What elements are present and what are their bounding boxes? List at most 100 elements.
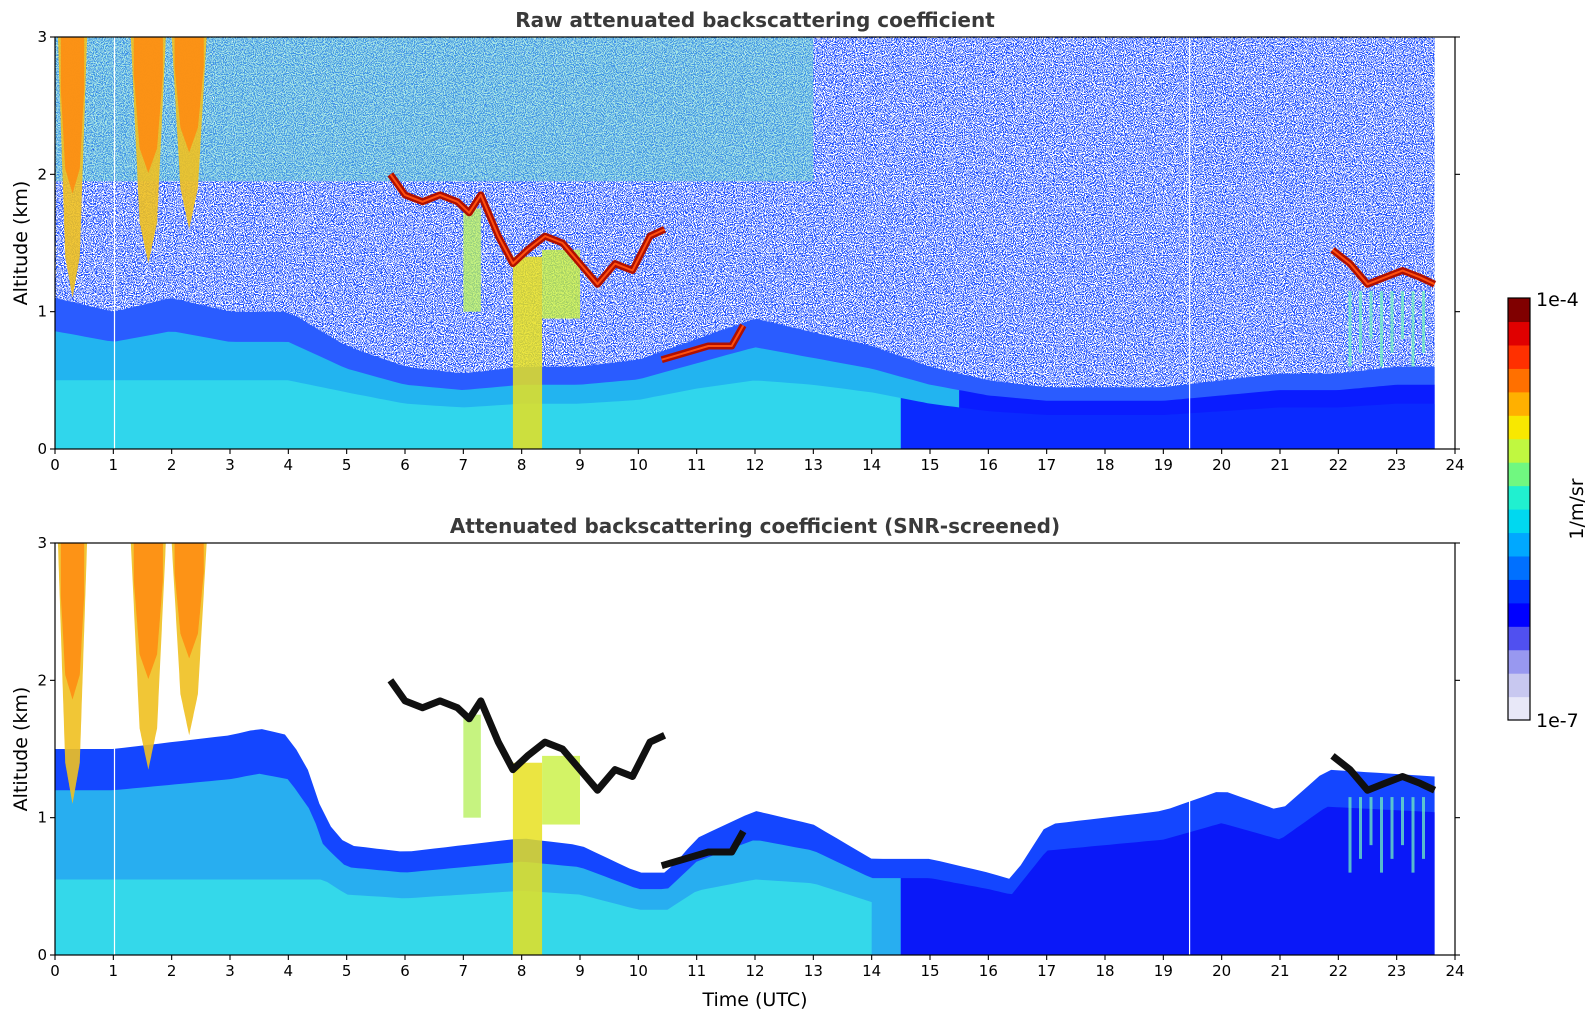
cloud-base-line [387, 678, 667, 794]
panel-screened: Attenuated backscattering coefficient (S… [10, 514, 1465, 1011]
x-tick-label: 23 [1387, 456, 1406, 474]
plot-area-raw [55, 37, 1437, 449]
y-tick-label: 3 [37, 28, 47, 46]
x-tick-label: 1 [109, 962, 119, 980]
colorbar-gradient [1508, 298, 1530, 721]
colorbar-step [1508, 579, 1530, 604]
x-tick-label: 12 [745, 962, 764, 980]
x-tick-label: 13 [804, 962, 823, 980]
cloud-base-edge [661, 324, 745, 361]
x-tick-label: 10 [629, 456, 648, 474]
noise-speckle-upper [55, 37, 814, 182]
aerosol-low-late [900, 398, 1435, 449]
plume-core [60, 543, 85, 700]
x-tick-label: 22 [1329, 962, 1348, 980]
x-tick-label: 24 [1445, 962, 1464, 980]
x-tick-label: 10 [629, 962, 648, 980]
panel-screened-title: Attenuated backscattering coefficient (S… [450, 514, 1060, 538]
colorbar-max-label: 1e-4 [1536, 289, 1579, 311]
x-tick-label: 21 [1270, 456, 1289, 474]
convective-column [512, 762, 543, 955]
x-tick-label: 4 [284, 962, 294, 980]
x-tick-label: 17 [1037, 456, 1056, 474]
colorbar: 1e-4 1e-7 1/m/sr [1507, 289, 1588, 732]
x-tick-label: 5 [342, 962, 352, 980]
x-tick-label: 9 [575, 962, 585, 980]
y-tick-label: 0 [37, 440, 47, 458]
x-tick-label: 12 [745, 456, 764, 474]
aerosol-low [55, 380, 901, 449]
x-axis-label-screened: Time (UTC) [701, 989, 807, 1011]
x-tick-label: 19 [1154, 962, 1173, 980]
colorbar-step [1508, 368, 1530, 393]
x-tick-label: 7 [459, 456, 469, 474]
colorbar-step [1508, 462, 1530, 487]
x-tick-label: 23 [1387, 962, 1406, 980]
y-axis-label-raw: Altitude (km) [10, 181, 32, 306]
x-tick-label: 8 [517, 456, 527, 474]
x-tick-label: 18 [1095, 456, 1114, 474]
colorbar-step [1508, 649, 1530, 674]
x-tick-label: 7 [459, 962, 469, 980]
y-tick-label: 2 [37, 165, 47, 183]
colorbar-step [1508, 438, 1530, 463]
colorbar-step [1508, 696, 1530, 721]
y-axis-raw: 0 1 2 3 [37, 28, 1460, 458]
y-axis-label-screened: Altitude (km) [10, 687, 32, 812]
colorbar-step [1508, 555, 1530, 580]
screened-mid-late [900, 806, 1435, 955]
x-tick-label: 1 [109, 456, 119, 474]
plume-core [174, 37, 204, 153]
plume-core [133, 37, 163, 173]
cloud-base-line [660, 829, 747, 870]
cloud-base-edge [1331, 249, 1436, 286]
colorbar-step [1508, 391, 1530, 416]
colorbar-step [1508, 509, 1530, 534]
x-tick-label: 21 [1270, 962, 1289, 980]
x-tick-label: 6 [400, 456, 410, 474]
x-tick-label: 16 [979, 456, 998, 474]
x-tick-label: 8 [517, 962, 527, 980]
x-tick-label: 2 [167, 456, 177, 474]
colorbar-step [1508, 321, 1530, 346]
x-tick-label: 3 [225, 456, 235, 474]
plot-area-screened [55, 543, 1437, 955]
x-tick-label: 22 [1329, 456, 1348, 474]
x-tick-label: 20 [1212, 962, 1231, 980]
plume-core [174, 543, 204, 659]
y-tick-label: 3 [37, 534, 47, 552]
colorbar-step [1508, 602, 1530, 627]
x-tick-label: 3 [225, 962, 235, 980]
x-tick-label: 18 [1095, 962, 1114, 980]
cloud-shaft [463, 714, 481, 818]
convective-column [512, 256, 543, 449]
x-tick-label: 5 [342, 456, 352, 474]
panel-raw: Raw attenuated backscattering coefficien… [10, 8, 1465, 474]
screened-low [55, 879, 872, 955]
colorbar-unit-label: 1/m/sr [1566, 478, 1588, 539]
colorbar-step [1508, 626, 1530, 651]
x-tick-label: 11 [687, 456, 706, 474]
y-tick-label: 1 [37, 809, 47, 827]
y-tick-label: 0 [37, 946, 47, 964]
x-axis-screened: 0 1 2 3 4 5 6 7 8 9 10 11 12 13 14 15 16 17 18 19 20 21 22 23 24 [50, 955, 1465, 980]
x-tick-label: 20 [1212, 456, 1231, 474]
y-axis-screened: 0 1 2 3 [37, 534, 1460, 964]
x-tick-label: 15 [920, 962, 939, 980]
x-tick-label: 15 [920, 456, 939, 474]
x-tick-label: 11 [687, 962, 706, 980]
colorbar-step [1508, 532, 1530, 557]
y-tick-label: 1 [37, 303, 47, 321]
x-tick-label: 14 [862, 456, 881, 474]
x-tick-label: 4 [284, 456, 294, 474]
x-tick-label: 24 [1445, 456, 1464, 474]
colorbar-step [1508, 415, 1530, 440]
x-tick-label: 2 [167, 962, 177, 980]
x-axis-raw: 0 1 2 3 4 5 6 7 8 9 10 11 12 13 14 15 16 17 18 19 20 21 22 23 24 [50, 449, 1465, 474]
colorbar-min-label: 1e-7 [1536, 710, 1579, 732]
colorbar-step [1508, 485, 1530, 510]
x-tick-label: 19 [1154, 456, 1173, 474]
panel-raw-title: Raw attenuated backscattering coefficien… [515, 8, 995, 32]
cloud-base-edge [389, 173, 666, 286]
